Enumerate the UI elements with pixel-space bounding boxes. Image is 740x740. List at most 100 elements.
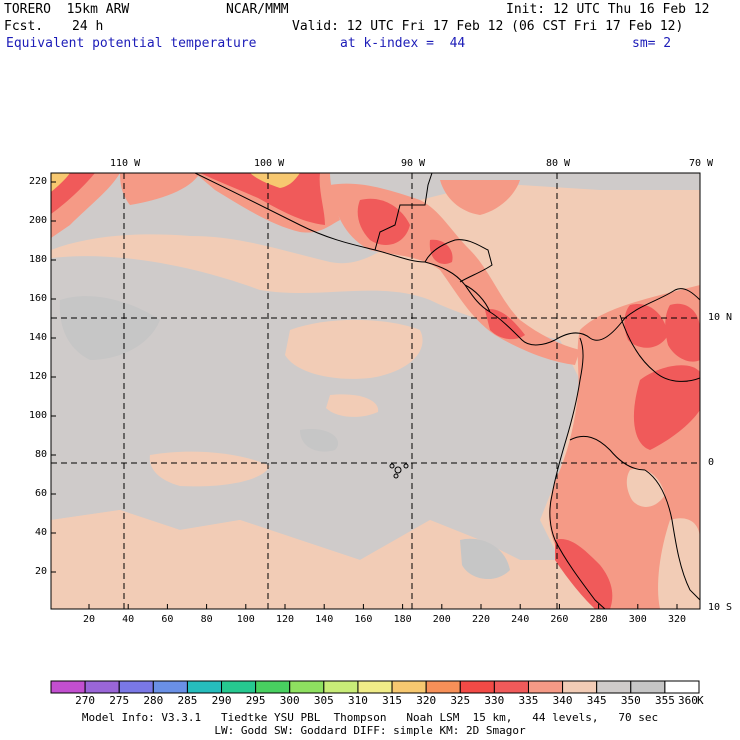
x-tick-label: 320 bbox=[667, 614, 687, 625]
colorbar-swatch bbox=[255, 680, 291, 694]
x-tick-label: 120 bbox=[275, 614, 295, 625]
y-tick-label: 180 bbox=[28, 254, 47, 265]
x-tick-label: 260 bbox=[550, 614, 569, 625]
south-interior-cool bbox=[658, 518, 700, 609]
lon-label-100w: 100 W bbox=[254, 158, 285, 169]
x-tick-label: 200 bbox=[432, 614, 451, 625]
ocean-warm-south bbox=[51, 510, 540, 609]
colombia-border bbox=[619, 314, 700, 382]
model-info-line1: Model Info: V3.3.1 Tiedtke YSU PBL Thomp… bbox=[81, 711, 659, 724]
map-frame bbox=[50, 172, 701, 610]
mexico-hottest bbox=[250, 173, 300, 188]
lon-label-110w: 110 W bbox=[110, 158, 141, 169]
caribbean-warm bbox=[440, 180, 520, 215]
colorbar-label: 330 bbox=[484, 694, 505, 707]
colorbar-label: 355 bbox=[654, 694, 675, 707]
forecast-hours: 24 h bbox=[72, 19, 104, 34]
colorbar-swatch bbox=[289, 680, 325, 694]
valid-time: Valid: 12 UTC Fri 17 Feb 12 (06 CST Fri … bbox=[292, 19, 684, 34]
axis-ticks bbox=[51, 181, 678, 609]
honduras-border bbox=[424, 239, 493, 283]
colorbar-swatch bbox=[118, 680, 154, 694]
galapagos-island-4 bbox=[393, 473, 399, 479]
gray-patch-3 bbox=[300, 429, 339, 452]
model-info-line2: LW: Godd SW: Goddard DIFF: simple KM: 2D… bbox=[214, 724, 526, 737]
lat-label-10n: 10 N bbox=[708, 312, 733, 323]
colorbar-label: 335 bbox=[518, 694, 539, 707]
x-tick-label: 80 bbox=[200, 614, 213, 625]
colorbar-label: 320 bbox=[416, 694, 437, 707]
colorbar-label: 310 bbox=[348, 694, 368, 707]
colorbar-label: 340 bbox=[552, 694, 573, 707]
x-tick-label: 60 bbox=[161, 614, 174, 625]
x-tick-label: 220 bbox=[471, 614, 491, 625]
colorbar-swatch bbox=[493, 680, 529, 694]
colorbar-swatch bbox=[596, 680, 632, 694]
field-name: Equivalent potential temperature bbox=[6, 36, 257, 51]
colorbar-label: 360 bbox=[678, 694, 698, 707]
colorbar-label: 285 bbox=[177, 694, 198, 707]
warm-plume-north bbox=[120, 173, 200, 205]
lon-label-80w: 80 W bbox=[546, 158, 571, 169]
colorbar-swatch bbox=[221, 680, 257, 694]
colorbar bbox=[50, 680, 700, 694]
y-tick-label: 40 bbox=[34, 527, 47, 538]
init-time: Init: 12 UTC Thu 16 Feb 12 bbox=[506, 2, 710, 17]
colorbar-label: 290 bbox=[211, 694, 232, 707]
lat-label-10s: 10 S bbox=[708, 602, 733, 613]
colorbar-label: 350 bbox=[620, 694, 641, 707]
colorbar-label: 325 bbox=[450, 694, 471, 707]
lon-label-90w: 90 W bbox=[401, 158, 426, 169]
colorbar-swatch bbox=[562, 680, 598, 694]
colorbar-swatch bbox=[630, 680, 666, 694]
x-tick-label: 100 bbox=[236, 614, 255, 625]
y-tick-label: 120 bbox=[28, 371, 47, 382]
x-tick-label: 20 bbox=[82, 614, 96, 625]
theta-e-field bbox=[51, 173, 700, 609]
honduras-hot bbox=[429, 239, 453, 264]
x-tick-label: 40 bbox=[122, 614, 135, 625]
x-tick-label: 140 bbox=[315, 614, 334, 625]
y-tick-label: 200 bbox=[28, 215, 47, 226]
x-tick-label: 240 bbox=[511, 614, 530, 625]
y-tick-label: 220 bbox=[28, 176, 47, 187]
x-tick-label: 180 bbox=[393, 614, 412, 625]
peru-hot bbox=[555, 539, 613, 609]
colorbar-label: 300 bbox=[279, 694, 300, 707]
model-title: TORERO 15km ARW bbox=[4, 2, 130, 17]
colorbar-swatch bbox=[391, 680, 427, 694]
ocean-warm-pocket-2 bbox=[149, 451, 270, 487]
colorbar-label: 295 bbox=[245, 694, 266, 707]
y-tick-label: 60 bbox=[34, 488, 47, 499]
y-tick-label: 80 bbox=[34, 449, 47, 460]
andes-cool-patch bbox=[626, 468, 665, 507]
nw-hotter-corner bbox=[51, 173, 70, 192]
amazon-hot bbox=[633, 365, 700, 450]
south-america-warm bbox=[548, 285, 700, 609]
nicaragua-border bbox=[464, 284, 491, 313]
galapagos-island-2 bbox=[394, 466, 402, 474]
y-tick-label: 160 bbox=[28, 293, 47, 304]
sa-west-coast bbox=[549, 337, 606, 609]
colombia-hot-north bbox=[624, 304, 668, 348]
colorbar-swatch bbox=[84, 680, 120, 694]
colorbar-swatch bbox=[152, 680, 188, 694]
galapagos-island-3 bbox=[403, 463, 409, 469]
ocean-warm-pocket-3 bbox=[326, 394, 379, 417]
ocean-warm-pocket-1 bbox=[285, 319, 423, 379]
colorbar-unit: K bbox=[697, 694, 704, 707]
smoothing-label: sm= 2 bbox=[632, 36, 672, 51]
colorbar-label: 280 bbox=[143, 694, 164, 707]
lat-label-0: 0 bbox=[708, 457, 715, 468]
nw-hot-corner bbox=[51, 173, 95, 214]
colorbar-swatch bbox=[357, 680, 393, 694]
colorbar-swatch bbox=[186, 680, 223, 694]
gray-patch-1 bbox=[59, 296, 160, 360]
peru-border bbox=[644, 469, 700, 601]
colorbar-swatch bbox=[527, 680, 564, 694]
gray-patch-2 bbox=[460, 538, 510, 580]
colorbar-swatch bbox=[50, 680, 86, 694]
lat-lon-grid bbox=[51, 173, 700, 609]
y-tick-label: 20 bbox=[34, 566, 47, 577]
